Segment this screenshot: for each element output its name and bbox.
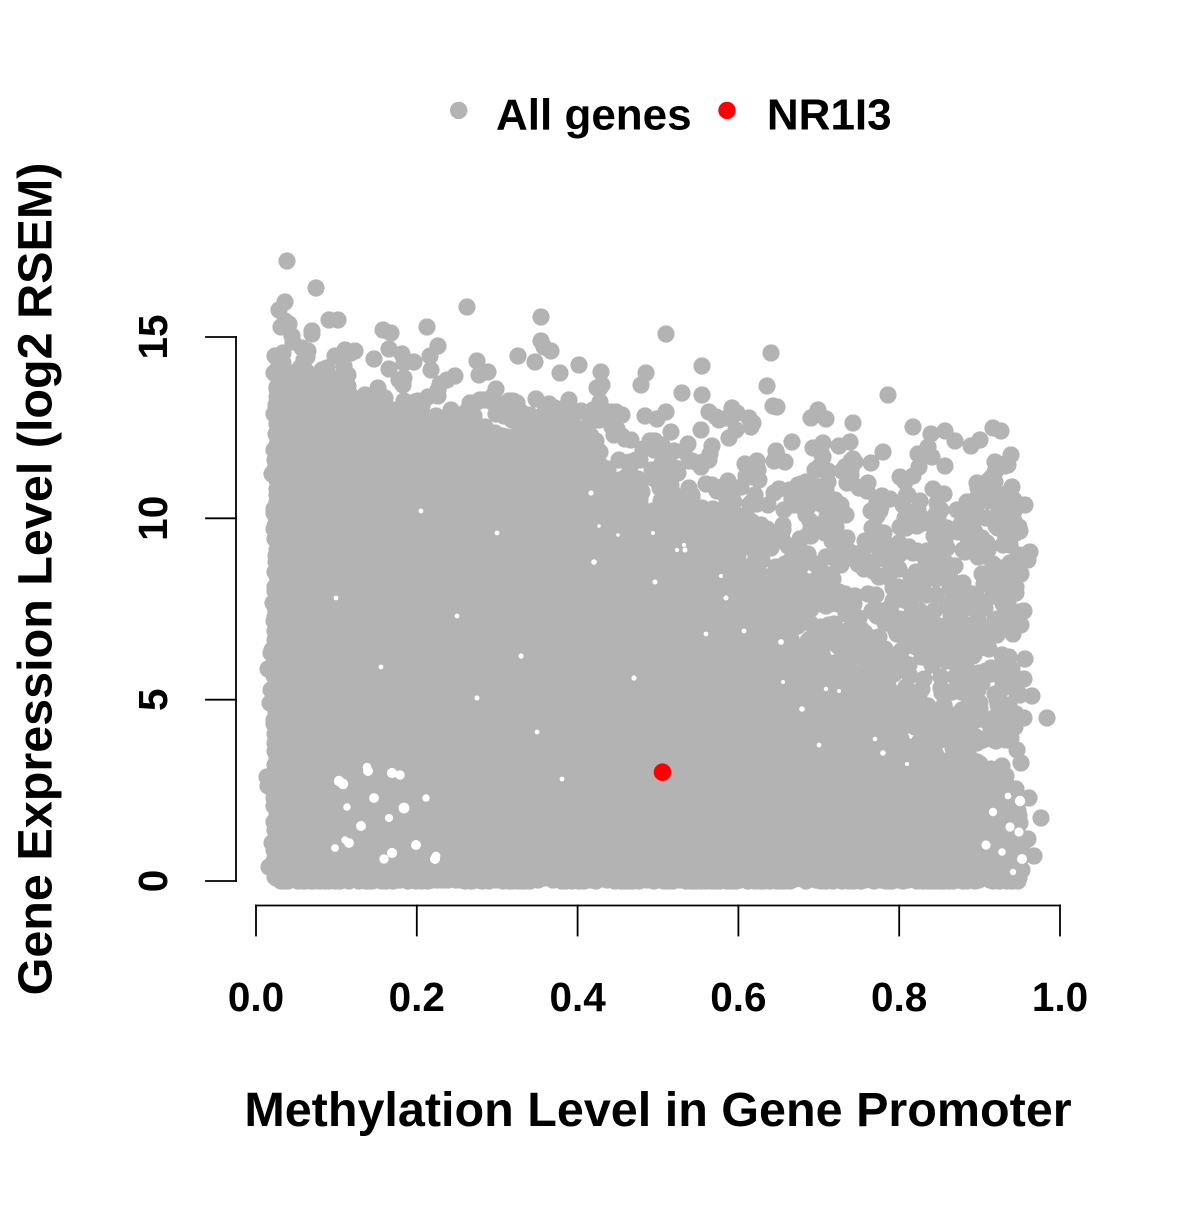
svg-text:0.8: 0.8: [871, 974, 927, 1020]
svg-text:0.2: 0.2: [389, 974, 445, 1020]
svg-text:NR1I3: NR1I3: [767, 91, 892, 140]
svg-text:Gene Expression Level (log2 RS: Gene Expression Level (log2 RSEM): [9, 163, 63, 996]
svg-text:Methylation Level in Gene Prom: Methylation Level in Gene Promoter: [244, 1083, 1071, 1137]
svg-text:0.0: 0.0: [228, 974, 284, 1020]
svg-text:All genes: All genes: [496, 91, 692, 140]
svg-text:5: 5: [130, 688, 176, 711]
svg-text:0.4: 0.4: [549, 974, 606, 1020]
svg-text:15: 15: [130, 314, 176, 359]
svg-text:0.6: 0.6: [710, 974, 766, 1020]
svg-text:10: 10: [130, 496, 176, 541]
svg-text:1.0: 1.0: [1032, 974, 1088, 1020]
svg-text:0: 0: [130, 870, 176, 893]
